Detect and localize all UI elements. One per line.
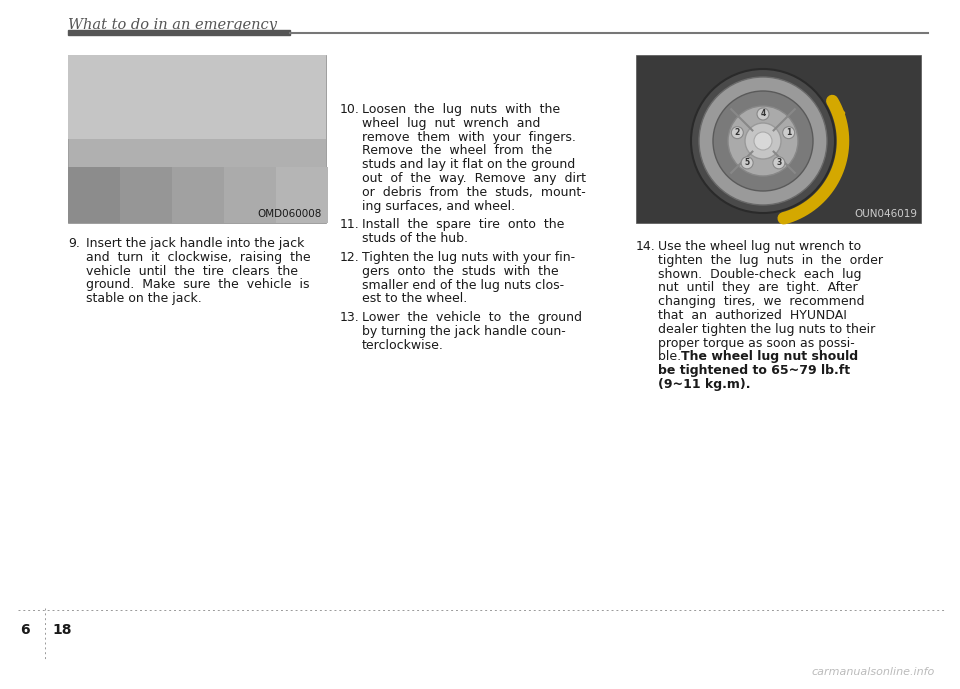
- Text: and  turn  it  clockwise,  raising  the: and turn it clockwise, raising the: [86, 251, 311, 264]
- Text: carmanualsonline.info: carmanualsonline.info: [812, 667, 935, 677]
- Circle shape: [728, 106, 798, 176]
- Text: nut  until  they  are  tight.  After: nut until they are tight. After: [658, 281, 857, 294]
- Text: shown.  Double-check  each  lug: shown. Double-check each lug: [658, 267, 861, 280]
- Text: 13.: 13.: [340, 311, 360, 325]
- Text: 10.: 10.: [340, 103, 360, 116]
- Text: 9.: 9.: [68, 237, 80, 250]
- Text: Remove  the  wheel  from  the: Remove the wheel from the: [362, 145, 552, 157]
- Text: or  debris  from  the  studs,  mount-: or debris from the studs, mount-: [362, 186, 586, 199]
- Circle shape: [782, 127, 795, 138]
- Circle shape: [713, 91, 813, 191]
- Text: that  an  authorized  HYUNDAI: that an authorized HYUNDAI: [658, 309, 847, 322]
- Text: 5: 5: [745, 158, 750, 167]
- Bar: [68, 30, 290, 35]
- Text: 3: 3: [777, 158, 781, 167]
- Text: changing  tires,  we  recommend: changing tires, we recommend: [658, 295, 865, 308]
- Text: The wheel lug nut should: The wheel lug nut should: [681, 351, 858, 363]
- Bar: [172, 167, 224, 223]
- Bar: [636, 55, 921, 223]
- Bar: [224, 167, 276, 223]
- Text: 2: 2: [734, 128, 740, 137]
- Text: 18: 18: [52, 623, 71, 637]
- Text: Loosen  the  lug  nuts  with  the: Loosen the lug nuts with the: [362, 103, 560, 116]
- Text: Use the wheel lug nut wrench to: Use the wheel lug nut wrench to: [658, 240, 861, 253]
- Text: stable on the jack.: stable on the jack.: [86, 292, 202, 305]
- Circle shape: [741, 157, 754, 169]
- Circle shape: [699, 77, 827, 205]
- Circle shape: [773, 157, 785, 169]
- Text: OMD060008: OMD060008: [257, 209, 322, 219]
- Text: OUN046019: OUN046019: [854, 209, 917, 219]
- Text: terclockwise.: terclockwise.: [362, 339, 444, 352]
- Bar: [120, 167, 172, 223]
- Text: Lower  the  vehicle  to  the  ground: Lower the vehicle to the ground: [362, 311, 582, 325]
- Circle shape: [754, 132, 772, 150]
- Bar: [68, 55, 326, 223]
- Text: dealer tighten the lug nuts to their: dealer tighten the lug nuts to their: [658, 323, 876, 336]
- Text: What to do in an emergency: What to do in an emergency: [68, 18, 277, 32]
- Circle shape: [757, 108, 769, 120]
- Text: 6: 6: [20, 623, 30, 637]
- Text: remove  them  with  your  fingers.: remove them with your fingers.: [362, 131, 576, 143]
- Text: ground.  Make  sure  the  vehicle  is: ground. Make sure the vehicle is: [86, 278, 309, 291]
- Text: 1: 1: [786, 128, 791, 137]
- Text: be tightened to 65~79 lb.ft: be tightened to 65~79 lb.ft: [658, 364, 851, 377]
- Circle shape: [691, 69, 835, 213]
- Bar: [68, 167, 120, 223]
- Text: studs and lay it flat on the ground: studs and lay it flat on the ground: [362, 158, 575, 171]
- Text: 12.: 12.: [340, 251, 360, 264]
- Text: (9~11 kg.m).: (9~11 kg.m).: [658, 378, 751, 391]
- Text: Install  the  spare  tire  onto  the: Install the spare tire onto the: [362, 218, 564, 232]
- Text: Tighten the lug nuts with your fin-: Tighten the lug nuts with your fin-: [362, 251, 575, 264]
- Text: vehicle  until  the  tire  clears  the: vehicle until the tire clears the: [86, 265, 298, 278]
- Text: by turning the jack handle coun-: by turning the jack handle coun-: [362, 325, 565, 338]
- Text: ing surfaces, and wheel.: ing surfaces, and wheel.: [362, 200, 516, 213]
- Text: proper torque as soon as possi-: proper torque as soon as possi-: [658, 337, 854, 349]
- Text: out  of  the  way.  Remove  any  dirt: out of the way. Remove any dirt: [362, 172, 586, 185]
- Text: ble.: ble.: [658, 351, 685, 363]
- Text: smaller end of the lug nuts clos-: smaller end of the lug nuts clos-: [362, 278, 564, 291]
- Text: 4: 4: [760, 110, 766, 119]
- Text: wheel  lug  nut  wrench  and: wheel lug nut wrench and: [362, 117, 540, 130]
- Circle shape: [745, 123, 781, 159]
- Text: 11.: 11.: [340, 218, 360, 232]
- Text: tighten  the  lug  nuts  in  the  order: tighten the lug nuts in the order: [658, 254, 883, 267]
- Bar: [276, 167, 328, 223]
- Text: studs of the hub.: studs of the hub.: [362, 232, 468, 245]
- Text: est to the wheel.: est to the wheel.: [362, 292, 468, 305]
- Text: 14.: 14.: [636, 240, 656, 253]
- Bar: [68, 55, 326, 139]
- Text: gers  onto  the  studs  with  the: gers onto the studs with the: [362, 265, 559, 278]
- Text: Insert the jack handle into the jack: Insert the jack handle into the jack: [86, 237, 304, 250]
- Circle shape: [732, 127, 743, 138]
